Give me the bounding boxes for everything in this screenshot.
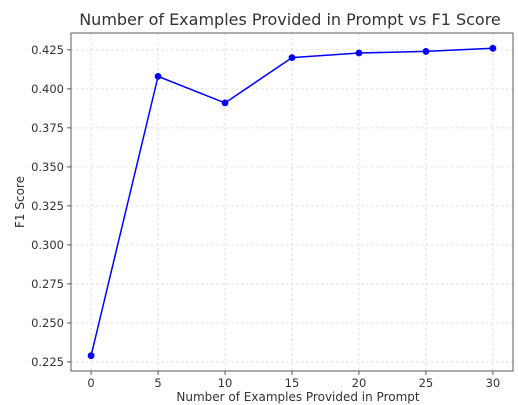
x-tick-label-0: 0 bbox=[87, 376, 94, 390]
tick-labels: 0 5 10 15 20 25 30 0.225 0.250 0.275 0.300 0.325 0.3… bbox=[31, 43, 500, 390]
x-tick-label-6: 30 bbox=[486, 376, 501, 390]
y-tick-label-1: 0.250 bbox=[31, 316, 64, 330]
series-layer bbox=[87, 44, 497, 360]
x-tick-label-1: 5 bbox=[154, 376, 161, 390]
y-tick-label-2: 0.275 bbox=[31, 277, 64, 291]
y-tick-label-6: 0.375 bbox=[31, 121, 64, 135]
data-point-0-1 bbox=[154, 72, 162, 80]
x-axis-label: Number of Examples Provided in Prompt bbox=[176, 390, 420, 404]
grid-lines bbox=[71, 33, 513, 371]
data-point-0-3 bbox=[288, 54, 296, 62]
y-tick-label-3: 0.300 bbox=[31, 238, 64, 252]
y-tick-label-4: 0.325 bbox=[31, 199, 64, 213]
x-tick-label-4: 20 bbox=[352, 376, 367, 390]
y-tick-label-7: 0.400 bbox=[31, 82, 64, 96]
axes bbox=[67, 32, 514, 375]
x-tick-label-2: 10 bbox=[218, 376, 233, 390]
data-point-0-4 bbox=[355, 49, 363, 57]
data-point-0-0 bbox=[87, 352, 95, 360]
y-tick-label-8: 0.425 bbox=[31, 43, 64, 57]
y-axis-label: F1 Score bbox=[13, 176, 27, 228]
chart-title: Number of Examples Provided in Prompt vs… bbox=[79, 10, 501, 29]
x-tick-label-5: 25 bbox=[419, 376, 434, 390]
data-point-0-5 bbox=[422, 48, 430, 55]
x-tick-label-3: 15 bbox=[285, 376, 300, 390]
y-tick-label-0: 0.225 bbox=[31, 355, 64, 369]
data-point-0-6 bbox=[489, 44, 497, 52]
data-point-0-2 bbox=[221, 99, 229, 107]
y-tick-label-5: 0.350 bbox=[31, 160, 64, 174]
